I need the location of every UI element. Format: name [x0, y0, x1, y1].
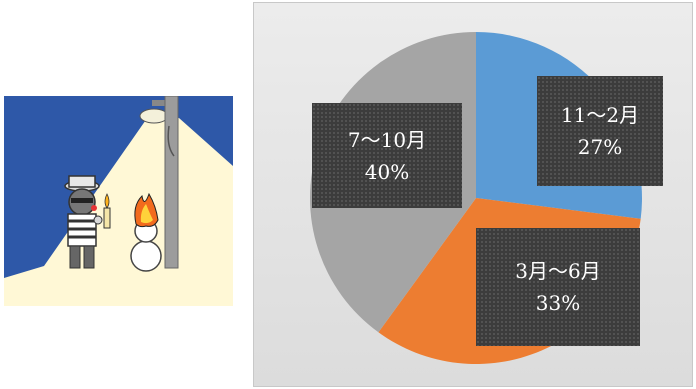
data-label: 11～2月 27% — [537, 76, 663, 186]
snowman-illustration — [4, 95, 233, 306]
data-label-category: 7～10月 — [347, 127, 427, 152]
data-label: 3月～6月 33% — [476, 228, 640, 346]
snowman-body — [130, 240, 162, 272]
candle — [103, 207, 111, 229]
chart-area: 11～2月 27% 3月～6月 33% 7～10月 40% — [253, 2, 693, 387]
data-label-value: 40% — [364, 159, 410, 184]
data-label-category: 3月～6月 — [515, 259, 601, 283]
data-label-value: 33% — [535, 291, 581, 315]
data-label-category: 11～2月 — [560, 103, 640, 127]
data-label-value: 27% — [577, 135, 623, 159]
lamp-pole — [164, 95, 179, 269]
illustration-art — [4, 95, 233, 306]
data-label: 7～10月 40% — [312, 103, 462, 208]
